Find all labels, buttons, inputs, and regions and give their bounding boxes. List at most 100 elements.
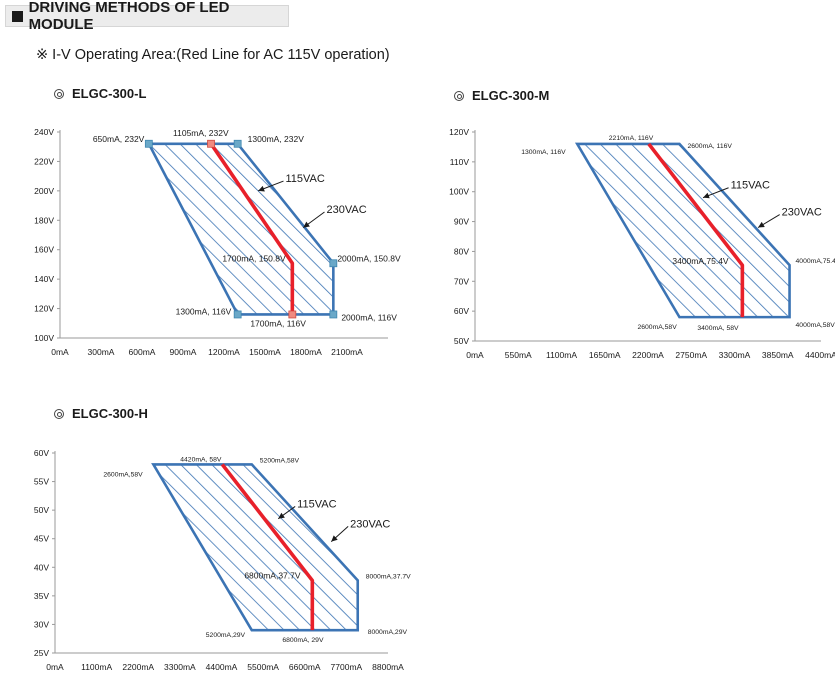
- x-tick-label: 1200mA: [208, 347, 240, 357]
- x-tick-label: 0mA: [466, 350, 484, 360]
- point-label: 1700mA, 150.8V: [222, 253, 286, 263]
- corner-marker: [233, 139, 242, 148]
- point-label: 4420mA, 58V: [180, 456, 222, 463]
- y-tick-label: 120V: [449, 127, 469, 137]
- annotation-label: 115VAC: [297, 498, 336, 510]
- annotation-label: 230VAC: [350, 518, 390, 530]
- corner-marker: [329, 310, 338, 319]
- x-tick-label: 550mA: [505, 350, 532, 360]
- point-label: 1300mA, 116V: [521, 149, 566, 156]
- point-label: 1300mA, 116V: [176, 306, 232, 316]
- point-label: 8000mA,37.7V: [366, 573, 411, 580]
- x-tick-label: 2100mA: [331, 347, 363, 357]
- x-tick-label: 1650mA: [589, 350, 621, 360]
- y-tick-label: 180V: [34, 215, 54, 225]
- chart-title-text: ELGC-300-H: [72, 406, 148, 421]
- x-tick-label: 6600mA: [289, 662, 321, 672]
- x-tick-label: 4400mA: [206, 662, 238, 672]
- square-bullet-icon: [12, 10, 23, 22]
- x-tick-label: 8800mA: [372, 662, 404, 672]
- annotation-arrowhead: [258, 185, 265, 192]
- line-115vac: [647, 142, 745, 318]
- x-tick-label: 3300mA: [164, 662, 196, 672]
- point-label: 1105mA, 232V: [173, 128, 229, 138]
- y-tick-label: 70V: [454, 276, 469, 286]
- annotation-label: 230VAC: [782, 207, 822, 219]
- section-title-text: DRIVING METHODS OF LED MODULE: [28, 0, 230, 33]
- x-tick-label: 3300mA: [719, 350, 751, 360]
- x-tick-label: 2200mA: [122, 662, 154, 672]
- y-tick-label: 35V: [34, 591, 49, 601]
- point-label: 2600mA, 116V: [687, 143, 732, 150]
- operating-region-230vac: [146, 142, 335, 316]
- x-tick-label: 3850mA: [762, 350, 794, 360]
- y-tick-label: 25V: [34, 648, 49, 658]
- iv-chart-elgc-300-h: 25V 30V 35V 40V 45V 50V 55V 60V 0mA 1100mA 2200mA 3…: [34, 448, 411, 672]
- chart-title-m: ELGC-300-M: [454, 88, 549, 103]
- y-tick-label: 100V: [34, 333, 54, 343]
- x-tick-label: 600mA: [129, 347, 156, 357]
- red-corner-marker: [288, 310, 297, 319]
- annotation-label: 230VAC: [327, 204, 367, 216]
- annotation-arrowhead: [703, 192, 710, 199]
- y-tick-label: 160V: [34, 245, 54, 255]
- y-tick-label: 90V: [454, 217, 469, 227]
- point-label: 4000mA,75.4V: [796, 258, 835, 265]
- x-tick-label: 1100mA: [81, 662, 112, 672]
- chart-title-text: ELGC-300-L: [72, 86, 147, 101]
- y-tick-label: 220V: [34, 156, 54, 166]
- y-tick-label: 60V: [34, 448, 49, 458]
- point-label: 2210mA, 116V: [609, 135, 654, 142]
- line-115vac: [209, 142, 295, 315]
- point-label: 1300mA, 232V: [248, 134, 305, 144]
- corner-marker: [144, 139, 153, 148]
- annotation-label: 115VAC: [731, 180, 770, 192]
- point-label: 3400mA,75.4V: [672, 256, 729, 266]
- point-label: 2000mA, 150.8V: [337, 253, 401, 263]
- chart-title-h: ELGC-300-H: [54, 406, 148, 421]
- line-115vac: [220, 463, 315, 631]
- operating-region-230vac: [574, 142, 791, 319]
- point-label: 2000mA, 116V: [341, 312, 397, 322]
- x-tick-label: 5500mA: [247, 662, 279, 672]
- y-tick-label: 50V: [34, 505, 49, 515]
- point-label: 8000mA,29V: [368, 629, 408, 636]
- double-circle-icon: [54, 89, 64, 99]
- point-label: 650mA, 232V: [93, 134, 145, 144]
- operating-region-230vac: [151, 463, 360, 632]
- point-label: 5200mA,29V: [206, 632, 246, 639]
- point-label: 5200mA,58V: [260, 457, 300, 464]
- y-tick-label: 120V: [34, 304, 54, 314]
- point-label: 2600mA,58V: [103, 471, 143, 478]
- operating-area-subtitle: ※ I-V Operating Area:(Red Line for AC 11…: [36, 47, 390, 63]
- y-tick-label: 60V: [454, 306, 469, 316]
- x-tick-label: 1800mA: [290, 347, 322, 357]
- x-tick-label: 1500mA: [249, 347, 281, 357]
- point-label: 3400mA, 58V: [697, 325, 739, 332]
- x-tick-label: 0mA: [51, 347, 69, 357]
- point-label: 2600mA,58V: [637, 324, 677, 331]
- annotation-arrowhead: [331, 535, 338, 542]
- y-tick-label: 45V: [34, 534, 49, 544]
- x-tick-label: 7700mA: [331, 662, 363, 672]
- x-tick-label: 4400mA: [805, 350, 835, 360]
- point-label: 1700mA, 116V: [250, 318, 306, 328]
- double-circle-icon: [54, 409, 64, 419]
- annotation-label: 115VAC: [286, 173, 325, 185]
- chart-title-l: ELGC-300-L: [54, 86, 146, 101]
- x-tick-label: 300mA: [88, 347, 115, 357]
- iv-chart-elgc-300-l: 100V 120V 140V 160V 180V 200V 220V 240V 0mA 300mA…: [34, 127, 401, 357]
- y-tick-label: 50V: [454, 336, 469, 346]
- y-tick-label: 100V: [449, 187, 469, 197]
- annotation-arrowhead: [303, 221, 310, 228]
- annotation-arrowhead: [758, 221, 765, 228]
- iv-chart-elgc-300-m: 50V 60V 70V 80V 90V 100V 110V 120V 0mA 550mA 1100m…: [449, 127, 835, 360]
- y-tick-label: 30V: [34, 619, 49, 629]
- y-tick-label: 80V: [454, 246, 469, 256]
- point-label: 6800mA, 29V: [282, 637, 324, 644]
- y-tick-label: 55V: [34, 477, 49, 487]
- point-label: 4000mA,58V: [796, 322, 835, 329]
- x-tick-label: 0mA: [46, 662, 64, 672]
- corner-marker: [329, 259, 338, 268]
- x-tick-label: 2200mA: [632, 350, 664, 360]
